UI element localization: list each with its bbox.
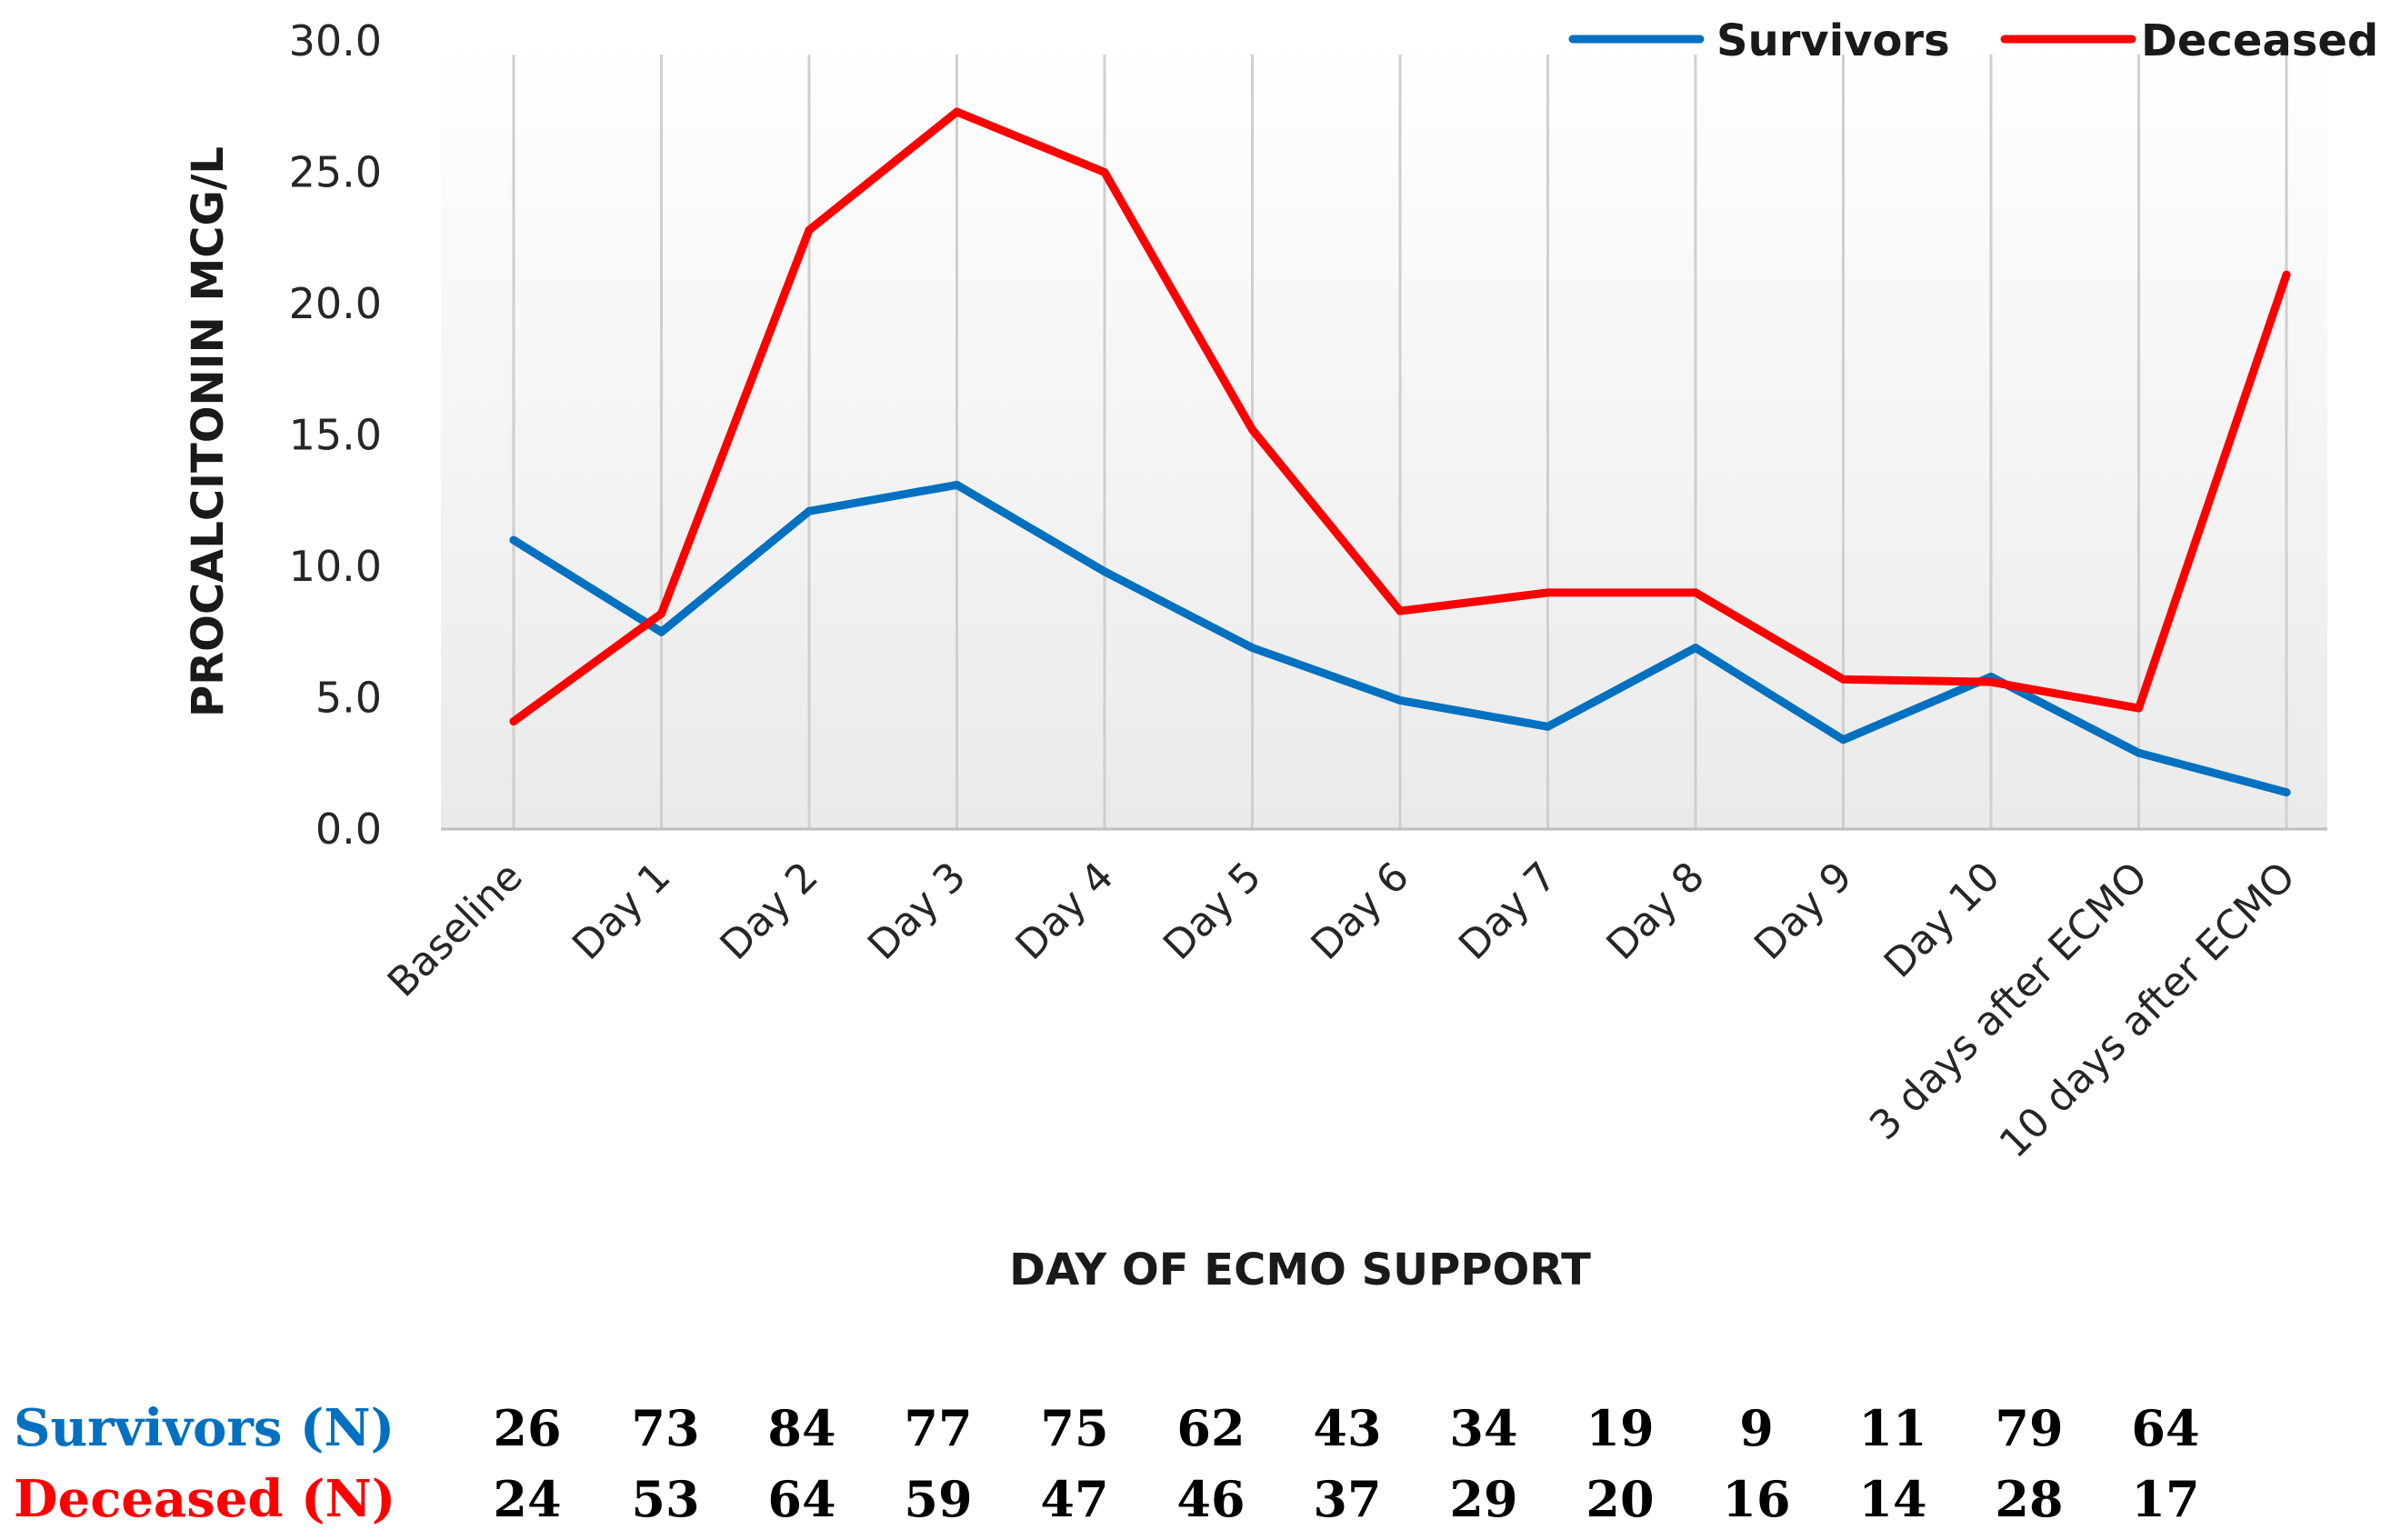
count-value: 79 xyxy=(1995,1399,2063,1457)
plot-area xyxy=(441,41,2327,829)
data-point-survivors xyxy=(1544,722,1552,731)
data-point-survivors xyxy=(1396,695,1405,705)
data-point-survivors xyxy=(1100,567,1109,576)
x-tick-label: Baseline xyxy=(379,854,532,1006)
data-point-survivors xyxy=(657,627,665,636)
data-point-deceased xyxy=(657,609,665,618)
data-point-deceased xyxy=(1248,425,1256,435)
y-tick-label: 0.0 xyxy=(315,805,382,854)
data-point-deceased xyxy=(1544,588,1552,597)
data-point-survivors xyxy=(1691,644,1700,653)
legend-label-deceased: Deceased xyxy=(2141,15,2378,66)
count-value: 62 xyxy=(1176,1399,1245,1457)
x-tick-label: Day 2 xyxy=(712,854,827,969)
count-value: 75 xyxy=(1040,1399,1108,1457)
data-point-survivors xyxy=(2135,748,2143,757)
count-value: 64 xyxy=(2131,1399,2199,1457)
data-point-deceased xyxy=(1100,168,1109,176)
count-value: 17 xyxy=(2131,1470,2199,1528)
count-value: 59 xyxy=(904,1470,972,1528)
count-value: 34 xyxy=(1449,1399,1517,1457)
x-tick-label: Day 9 xyxy=(1746,854,1861,969)
data-point-deceased xyxy=(1396,606,1405,615)
y-tick-label: 5.0 xyxy=(315,674,382,723)
count-value: 11 xyxy=(1858,1399,1926,1457)
count-value: 16 xyxy=(1722,1470,1790,1528)
data-point-deceased xyxy=(953,107,961,116)
x-tick-label: Day 6 xyxy=(1303,854,1418,969)
y-axis: 0.0 5.0 10.0 15.0 20.0 25.0 30.0 xyxy=(289,16,382,854)
y-tick-label: 25.0 xyxy=(289,148,382,197)
data-point-deceased xyxy=(1691,588,1700,597)
data-point-survivors xyxy=(805,506,814,515)
x-tick-label: Day 7 xyxy=(1450,854,1566,969)
data-point-survivors xyxy=(2282,788,2291,797)
count-value: 14 xyxy=(1858,1470,1926,1528)
count-value: 84 xyxy=(767,1399,835,1457)
x-tick-label: Day 1 xyxy=(564,854,679,969)
data-point-deceased xyxy=(1839,675,1847,684)
count-value: 24 xyxy=(493,1470,561,1528)
count-value: 64 xyxy=(767,1470,835,1528)
x-tick-label: 10 days after ECMO xyxy=(1991,854,2305,1167)
count-value: 37 xyxy=(1313,1470,1381,1528)
count-value: 53 xyxy=(631,1470,699,1528)
count-value: 20 xyxy=(1586,1470,1654,1528)
x-tick-label: Day 5 xyxy=(1155,854,1270,969)
count-value: 28 xyxy=(1995,1470,2063,1528)
x-tick-label: Day 4 xyxy=(1007,854,1123,969)
count-value: 46 xyxy=(1176,1470,1245,1528)
grid-lines xyxy=(512,55,2288,829)
deceased-count-label: Deceased (N) xyxy=(14,1469,395,1529)
count-value: 29 xyxy=(1449,1470,1517,1528)
count-value: 26 xyxy=(493,1399,561,1457)
data-point-survivors xyxy=(1839,735,1847,745)
data-point-survivors xyxy=(509,535,518,545)
legend-label-survivors: Survivors xyxy=(1716,15,1950,66)
x-tick-label: 3 days after ECMO xyxy=(1861,854,2156,1149)
count-value: 19 xyxy=(1586,1399,1654,1457)
data-point-deceased xyxy=(2135,704,2143,713)
x-tick-label: Day 3 xyxy=(859,854,975,969)
data-point-survivors xyxy=(953,480,961,489)
count-value: 9 xyxy=(1739,1399,1774,1457)
data-point-survivors xyxy=(1248,644,1256,653)
y-axis-title: PROCALCITONIN MCG/L xyxy=(183,146,234,717)
y-tick-label: 10.0 xyxy=(289,542,382,591)
count-value: 43 xyxy=(1313,1399,1381,1457)
y-tick-label: 15.0 xyxy=(289,411,382,460)
count-value: 47 xyxy=(1040,1470,1108,1528)
patient-counts-table: Survivors (N) Deceased (N) 26 73 84 77 75 62 4… xyxy=(14,1398,2200,1529)
x-tick-label: Day 10 xyxy=(1876,854,2009,987)
data-point-deceased xyxy=(509,717,518,726)
x-axis-title: DAY OF ECMO SUPPORT xyxy=(1009,1245,1591,1295)
legend: Survivors Deceased xyxy=(1568,15,2378,66)
count-value: 73 xyxy=(631,1399,699,1457)
x-axis: Baseline Day 1 Day 2 Day 3 Day 4 Day 5 Day 6 Da… xyxy=(379,827,2327,1167)
data-point-deceased xyxy=(805,225,814,235)
data-point-deceased xyxy=(1986,677,1996,686)
count-value: 77 xyxy=(904,1399,972,1457)
x-tick-label: Day 8 xyxy=(1598,854,1714,969)
series-lines xyxy=(509,107,2291,797)
y-tick-label: 30.0 xyxy=(289,16,382,65)
data-point-deceased xyxy=(2282,270,2291,279)
survivors-count-label: Survivors (N) xyxy=(14,1398,395,1458)
y-tick-label: 20.0 xyxy=(289,279,382,328)
